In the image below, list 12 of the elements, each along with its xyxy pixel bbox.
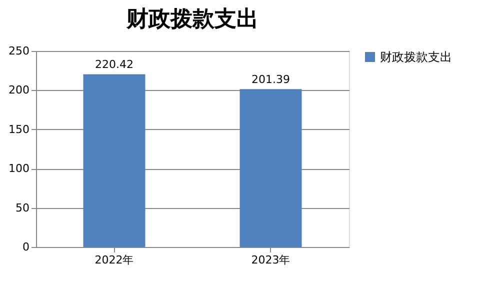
y-tick-label: 0	[22, 240, 30, 254]
legend-label: 财政拨款支出	[380, 50, 452, 64]
y-tick-label: 250	[8, 44, 30, 58]
data-label: 220.42	[95, 58, 134, 72]
x-tick-label: 2022年	[94, 254, 134, 266]
y-tick-label: 100	[8, 162, 30, 176]
x-tick-label: 2023年	[251, 254, 290, 266]
chart-title: 财政拨款支出	[126, 7, 258, 32]
data-label: 201.39	[252, 73, 290, 86]
y-tick-label: 50	[16, 201, 30, 214]
y-tick-label: 200	[8, 84, 30, 97]
y-tick-label: 150	[8, 122, 30, 136]
